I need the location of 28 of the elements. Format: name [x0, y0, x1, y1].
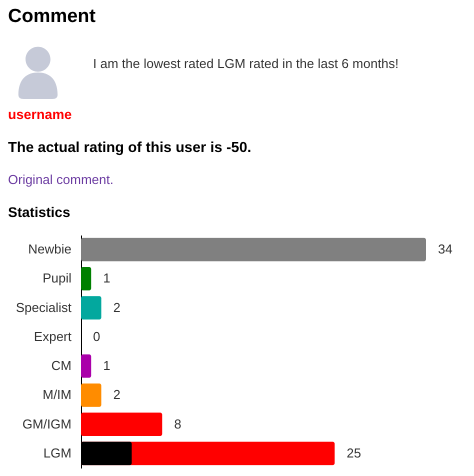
- data-label: 25: [346, 445, 362, 460]
- y-tick-label: M/IM: [42, 387, 72, 402]
- y-tick-label: Pupil: [42, 270, 72, 286]
- bar: [81, 296, 102, 320]
- data-label: 0: [93, 328, 100, 344]
- y-tick-label: Specialist: [16, 300, 72, 315]
- text: Statistics: [8, 204, 70, 220]
- bar: [81, 354, 92, 378]
- text: I am the lowest rated LGM rated in the last 6 months!: [93, 56, 399, 71]
- data-label: 1: [103, 270, 110, 286]
- bar: [81, 412, 162, 436]
- data-label: 8: [174, 416, 182, 432]
- text: Original comment.: [8, 172, 114, 187]
- text: username: [8, 107, 72, 122]
- y-tick-label: GM/IGM: [22, 416, 72, 432]
- y-tick-label: Expert: [34, 328, 72, 344]
- y-tick-label: CM: [51, 358, 72, 374]
- chart-title: Comment: [8, 6, 96, 27]
- text: The actual rating of this user is -50.: [8, 140, 252, 156]
- data-label: 1: [103, 358, 110, 374]
- bar: [81, 384, 102, 407]
- y-tick-label: Newbie: [28, 242, 72, 257]
- y-tick-label: LGM: [43, 445, 72, 460]
- data-label: 34: [438, 242, 452, 257]
- bar: [81, 267, 92, 290]
- data-label: 2: [113, 387, 121, 402]
- data-label: 2: [113, 300, 121, 315]
- bar: [81, 238, 426, 262]
